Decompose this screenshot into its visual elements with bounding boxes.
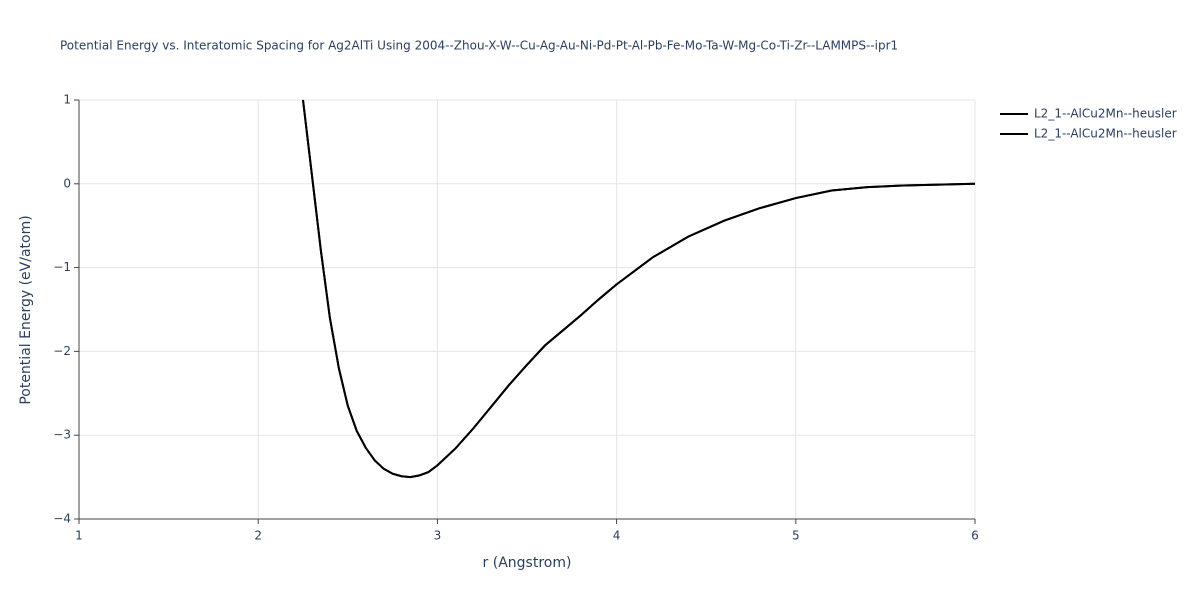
y-tick-label: −2 [53, 344, 71, 358]
x-tick-label: 6 [971, 529, 979, 543]
x-tick-label: 3 [434, 529, 442, 543]
y-tick-label: 1 [63, 93, 71, 107]
legend-label: L2_1--AlCu2Mn--heusler [1034, 107, 1177, 121]
x-tick-label: 2 [254, 529, 262, 543]
x-tick-label: 5 [792, 529, 800, 543]
x-axis-label: r (Angstrom) [483, 555, 572, 571]
x-tick-label: 4 [613, 529, 621, 543]
y-axis-label: Potential Energy (eV/atom) [18, 215, 34, 404]
chart-title: Potential Energy vs. Interatomic Spacing… [60, 39, 898, 53]
y-tick-label: −3 [53, 428, 71, 442]
legend-label: L2_1--AlCu2Mn--heusler [1034, 127, 1177, 141]
line-series [302, 99, 976, 479]
y-tick-label: −4 [53, 512, 71, 526]
y-tick-label: −1 [53, 260, 71, 274]
x-tick-label: 1 [75, 529, 83, 543]
y-tick-label: 0 [63, 176, 71, 190]
